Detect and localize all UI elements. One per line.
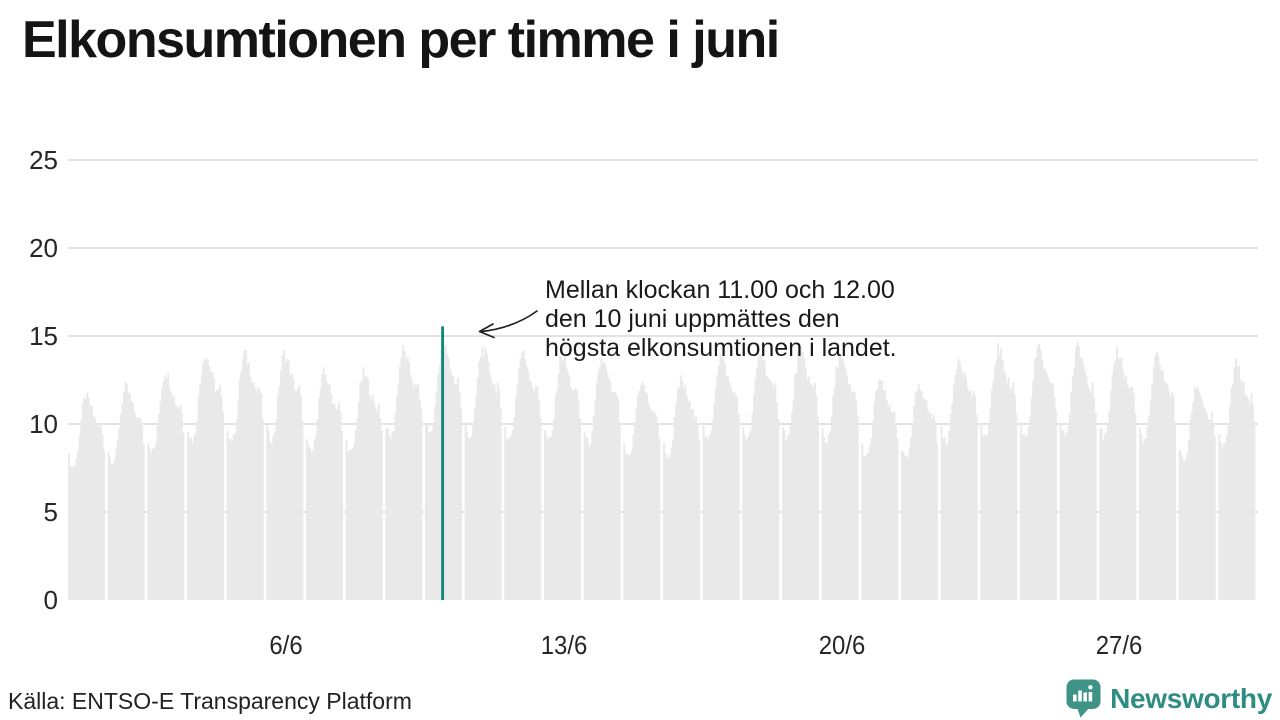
newsworthy-logo: Newsworthy [1066, 679, 1272, 718]
y-tick-25: 25 [29, 145, 58, 175]
newsworthy-pin-barchart-icon [1066, 679, 1101, 718]
annotation-line-1: Mellan klockan 11.00 och 12.00 [545, 276, 895, 304]
source-credit: Källa: ENTSO-E Transparency Platform [8, 688, 412, 714]
y-tick-0: 0 [43, 585, 58, 615]
annotation-line-3: högsta elkonsumtionen i landet. [545, 334, 897, 362]
x-tick-20-6: 20/6 [818, 630, 866, 660]
newsworthy-wordmark: Newsworthy [1110, 682, 1272, 714]
x-tick-6-6: 6/6 [269, 630, 303, 660]
y-tick-15: 15 [29, 321, 58, 351]
annotation-line-2: den 10 juni uppmättes den [545, 305, 840, 333]
annotation-arrow [478, 310, 538, 339]
highlighted-peak-bar [441, 326, 445, 600]
x-tick-13-6: 13/6 [540, 630, 588, 660]
peak-annotation: Mellan klockan 11.00 och 12.00 den 10 ju… [545, 276, 897, 363]
y-tick-20: 20 [29, 233, 58, 263]
page-title: Elkonsumtionen per timme i juni [22, 11, 780, 69]
y-tick-5: 5 [43, 497, 58, 527]
x-tick-27-6: 27/6 [1095, 630, 1143, 660]
y-tick-10: 10 [29, 409, 58, 439]
hourly-bars [68, 338, 1256, 600]
